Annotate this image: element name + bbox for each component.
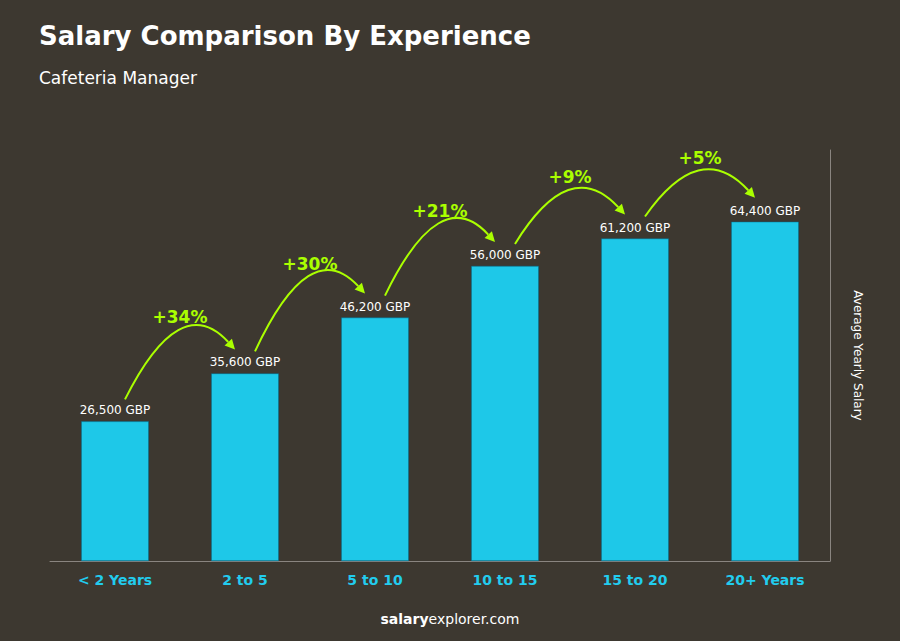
svg-text:64,400 GBP: 64,400 GBP <box>730 204 801 218</box>
svg-text:+21%: +21% <box>413 201 468 221</box>
svg-text:26,500 GBP: 26,500 GBP <box>80 403 151 417</box>
svg-text:< 2 Years: < 2 Years <box>78 572 152 588</box>
svg-text:Cafeteria Manager: Cafeteria Manager <box>39 68 197 88</box>
svg-text:20+ Years: 20+ Years <box>725 572 804 588</box>
svg-text:+5%: +5% <box>678 148 721 168</box>
svg-text:5 to 10: 5 to 10 <box>347 572 403 588</box>
svg-text:46,200 GBP: 46,200 GBP <box>340 300 411 314</box>
svg-text:2 to 5: 2 to 5 <box>222 572 268 588</box>
svg-text:explorer.com: explorer.com <box>429 611 520 627</box>
svg-text:Average Yearly Salary: Average Yearly Salary <box>851 290 865 420</box>
svg-text:15 to 20: 15 to 20 <box>602 572 667 588</box>
svg-text:56,000 GBP: 56,000 GBP <box>470 248 541 262</box>
svg-text:61,200 GBP: 61,200 GBP <box>600 221 671 235</box>
svg-text:10 to 15: 10 to 15 <box>472 572 537 588</box>
svg-text:Salary Comparison By Experienc: Salary Comparison By Experience <box>39 21 531 51</box>
svg-text:35,600 GBP: 35,600 GBP <box>210 355 281 369</box>
svg-text:+9%: +9% <box>548 167 591 187</box>
svg-text:+30%: +30% <box>283 254 338 274</box>
svg-text:+34%: +34% <box>153 307 208 327</box>
svg-text:salary: salary <box>381 611 429 627</box>
